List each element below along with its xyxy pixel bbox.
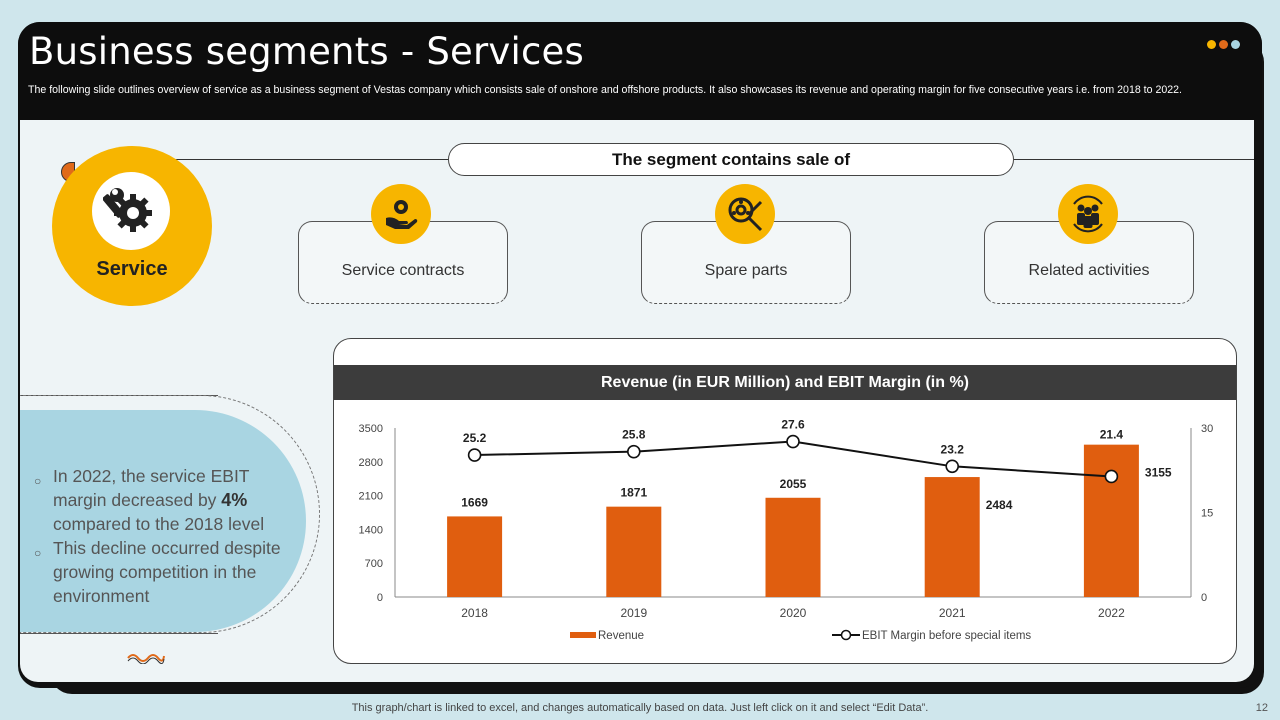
ebit-data-label: 21.4 [1100,427,1124,441]
service-label: Service [96,258,168,280]
revenue-bar [765,497,821,597]
hand-gear-icon [371,184,431,244]
related-activities-card: Related activities [984,221,1194,304]
y2-tick-label: 15 [1201,508,1213,520]
footer-note: This graph/chart is linked to excel, and… [351,702,929,714]
page-title: Business segments - Services [29,30,584,73]
ebit-margin-point [945,459,960,474]
ebit-margin-point [467,448,482,462]
blue-dot [1231,40,1240,49]
y-tick-label: 1400 [359,524,383,536]
y-tick-label: 0 [377,592,383,604]
slide-content: Service The segment contains sale of Ser… [20,120,1254,682]
wave-decoration-icon [127,654,165,664]
insight-bullets: ○ In 2022, the service EBIT margin decre… [34,464,294,608]
bullet-circle-icon: ○ [34,474,42,488]
legend-revenue-label: Revenue [598,630,644,642]
insight-1-part-a: In 2022, the service EBIT margin decreas… [53,466,250,510]
segment-heading: The segment contains sale of [448,143,1014,176]
y-tick-label: 700 [365,558,383,570]
ebit-margin-point [626,444,641,459]
ebit-margin-point [1104,469,1119,484]
y-tick-label: 2800 [359,457,383,469]
insight-bullet-2: ○ This decline occurred despite growing … [34,536,294,608]
panel-dashed-outline [20,395,320,633]
revenue-bar [924,477,980,597]
slide-header: Business segments - Services The followi… [18,22,1262,120]
x-tick-label: 2018 [461,606,488,620]
y-tick-label: 3500 [359,423,383,435]
revenue-ebit-chart: Revenue (in EUR Million) and EBIT Margin… [333,338,1237,664]
x-tick-label: 2020 [780,606,807,620]
revenue-bar [1083,444,1139,597]
revenue-data-label: 3155 [1145,466,1172,480]
ebit-data-label: 27.6 [781,418,805,432]
legend-ebit-marker [840,629,852,641]
connector-line-left [170,159,450,160]
y-tick-label: 2100 [359,491,383,503]
y2-tick-label: 30 [1201,423,1213,435]
bullet-circle-icon: ○ [34,546,42,560]
legend-revenue-swatch [570,632,596,638]
insight-bullet-2-text: This decline occurred despite growing co… [53,538,281,606]
x-tick-label: 2021 [939,606,966,620]
revenue-data-label: 1669 [461,495,488,509]
ebit-data-label: 25.2 [463,431,487,445]
revenue-data-label: 1871 [620,486,647,500]
wrench-gear-icon [92,172,170,250]
insight-1-highlight: 4% [221,490,248,510]
orange-dot [1219,40,1228,49]
insight-1-part-b: compared to the 2018 level [53,514,265,534]
insight-bullet-1-text: In 2022, the service EBIT margin decreas… [53,464,294,536]
y2-tick-label: 0 [1201,592,1207,604]
revenue-data-label: 2484 [986,498,1013,512]
panel-bottom-line [20,633,218,634]
x-tick-label: 2022 [1098,606,1125,620]
related-activities-label: Related activities [1028,262,1150,279]
tools-gear-icon [715,184,775,244]
service-contracts-label: Service contracts [341,262,465,279]
chart-canvas: 0 700 1400 2100 2800 3500 0 15 30 1669 1871 2055 248… [359,418,1214,642]
ebit-margin-point [786,434,800,449]
ebit-data-label: 23.2 [941,442,965,456]
insight-panel [20,410,306,632]
spare-parts-label: Spare parts [704,262,788,279]
chart-title: Revenue (in EUR Million) and EBIT Margin… [334,365,1236,400]
page-subtitle: The following slide outlines overview of… [28,84,1182,96]
revenue-bar [447,516,503,597]
service-badge: Service [52,146,212,306]
connector-line-right [1014,159,1254,160]
slide-card: Business segments - Services The followi… [18,22,1262,688]
x-tick-label: 2019 [620,606,647,620]
legend-ebit-label: EBIT Margin before special items [862,630,1031,642]
revenue-data-label: 2055 [780,477,807,491]
yellow-dot [1207,40,1216,49]
page-number: 12 [1255,702,1268,714]
ebit-data-label: 25.8 [622,428,646,442]
header-dots [1207,40,1240,49]
insight-bullet-1: ○ In 2022, the service EBIT margin decre… [34,464,294,536]
team-cycle-icon [1058,184,1118,244]
revenue-bar [606,506,662,597]
